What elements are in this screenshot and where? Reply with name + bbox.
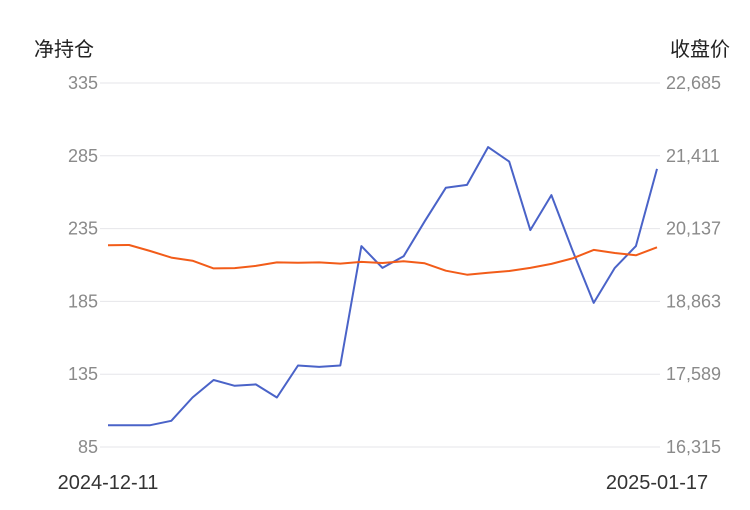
right-axis-title: 收盘价 bbox=[670, 37, 730, 61]
close-price-line bbox=[107, 244, 658, 276]
net-position-line bbox=[108, 146, 658, 427]
left-tick-label: 135 bbox=[68, 364, 98, 384]
right-axis-ticks: 22,685 21,411 20,137 18,863 17,589 16,315 bbox=[666, 73, 721, 457]
right-tick-label: 18,863 bbox=[666, 291, 721, 311]
x-axis-end-label: 2025-01-17 bbox=[606, 472, 708, 494]
series-lines bbox=[107, 146, 658, 427]
right-tick-label: 20,137 bbox=[666, 219, 721, 239]
left-tick-label: 85 bbox=[78, 437, 98, 457]
x-axis-start-label: 2024-12-11 bbox=[58, 472, 159, 494]
right-tick-label: 17,589 bbox=[666, 364, 721, 384]
left-tick-label: 285 bbox=[68, 146, 98, 166]
left-axis-ticks: 335 285 235 185 135 85 bbox=[68, 73, 98, 457]
left-axis-title: 净持仓 bbox=[34, 37, 94, 61]
left-tick-label: 235 bbox=[68, 219, 98, 239]
gridlines bbox=[100, 82, 660, 448]
right-tick-label: 21,411 bbox=[666, 146, 720, 166]
right-tick-label: 22,685 bbox=[666, 73, 721, 93]
left-tick-label: 185 bbox=[68, 291, 98, 311]
right-tick-label: 16,315 bbox=[666, 437, 721, 457]
left-tick-label: 335 bbox=[68, 73, 98, 93]
